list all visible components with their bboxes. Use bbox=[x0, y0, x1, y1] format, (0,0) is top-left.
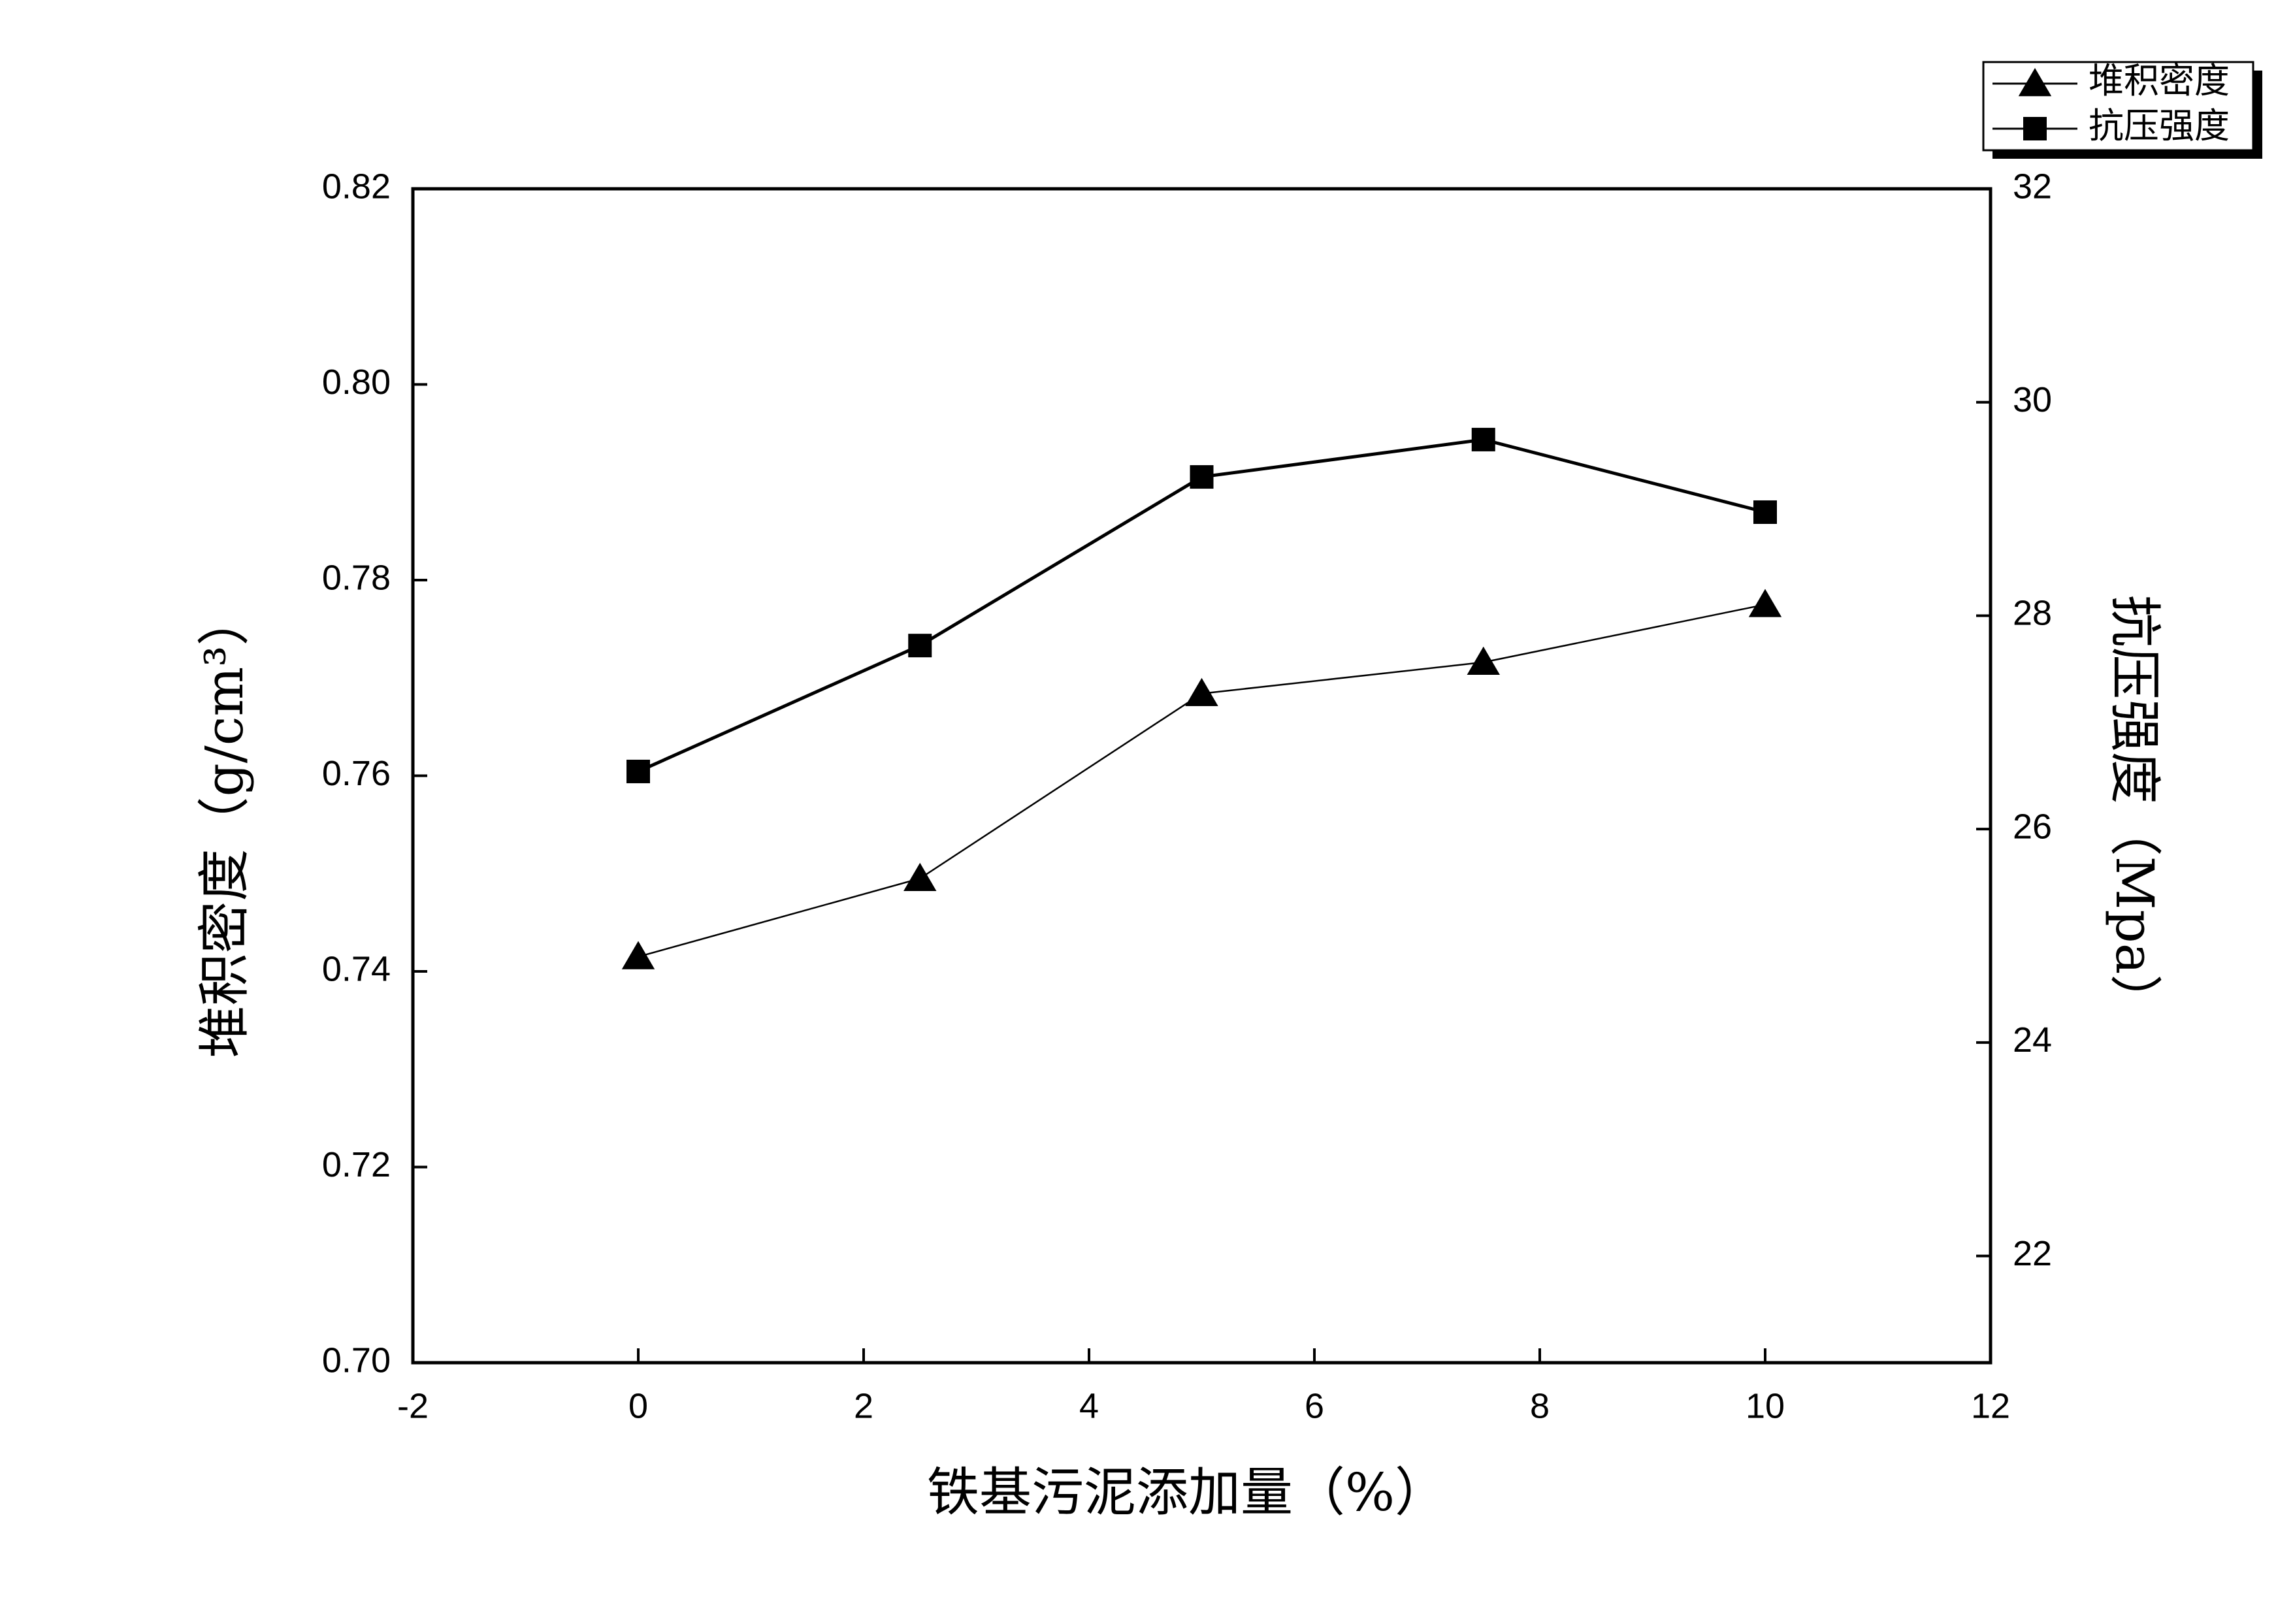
legend-marker bbox=[2023, 117, 2047, 140]
y2-tick-label: 22 bbox=[2013, 1234, 2052, 1273]
data-point bbox=[1748, 589, 1782, 617]
data-point bbox=[626, 759, 650, 783]
y-tick-label: 0.76 bbox=[322, 754, 391, 793]
x-tick-label: 0 bbox=[628, 1386, 648, 1425]
y-tick-label: 0.74 bbox=[322, 949, 391, 988]
y2-tick-label: 24 bbox=[2013, 1020, 2052, 1060]
data-point bbox=[903, 862, 937, 891]
x-tick-label: 4 bbox=[1079, 1386, 1099, 1425]
y2-tick-label: 28 bbox=[2013, 594, 2052, 633]
data-point bbox=[1467, 646, 1500, 675]
x-tick-label: 2 bbox=[854, 1386, 873, 1425]
series-line bbox=[637, 438, 1766, 773]
data-point bbox=[1190, 465, 1214, 489]
data-point bbox=[908, 634, 932, 658]
y-tick-label: 0.80 bbox=[322, 363, 391, 402]
y2-tick-label: 30 bbox=[2013, 380, 2052, 419]
legend-label: 抗压强度 bbox=[2089, 105, 2230, 146]
data-point bbox=[621, 941, 655, 969]
data-point bbox=[1471, 427, 1495, 451]
y-tick-label: 0.78 bbox=[322, 558, 391, 597]
x-axis-title: 铁基污泥添加量（%） bbox=[927, 1462, 1447, 1523]
y2-tick-label: 26 bbox=[2013, 807, 2052, 846]
y-tick-label: 0.70 bbox=[322, 1340, 391, 1380]
x-tick-label: 8 bbox=[1530, 1386, 1550, 1425]
data-point bbox=[1185, 677, 1218, 706]
y-tick-label: 0.82 bbox=[322, 167, 391, 206]
series-line bbox=[638, 604, 1766, 958]
legend-marker bbox=[2018, 68, 2052, 97]
y-axis-title: 堆积密度（g/cm³） bbox=[194, 594, 255, 1058]
x-tick-label: 10 bbox=[1746, 1386, 1785, 1425]
y2-axis-title: 抗压强度（Mpa） bbox=[2104, 595, 2165, 1027]
y2-tick-label: 32 bbox=[2013, 167, 2052, 206]
x-tick-label: 12 bbox=[1971, 1386, 2010, 1425]
x-tick-label: 6 bbox=[1305, 1386, 1324, 1425]
data-point bbox=[1753, 500, 1777, 524]
y-tick-label: 0.72 bbox=[322, 1145, 391, 1184]
legend: 堆积密度 抗压强度 bbox=[1982, 60, 2262, 159]
legend-label: 堆积密度 bbox=[2089, 60, 2230, 101]
x-tick-label: -2 bbox=[397, 1386, 429, 1425]
